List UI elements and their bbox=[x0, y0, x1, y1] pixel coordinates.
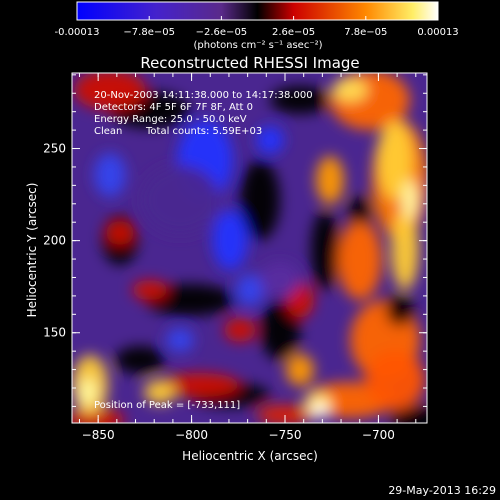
x-tick-label: −750 bbox=[269, 428, 302, 442]
annotation-block: 20-Nov-2003 14:11:38.000 to 14:17:38.000… bbox=[94, 90, 313, 411]
y-tick-label: 150 bbox=[43, 326, 66, 340]
chart-title: Reconstructed RHESSI Image bbox=[140, 54, 359, 72]
annotation-time: 20-Nov-2003 14:11:38.000 to 14:17:38.000 bbox=[94, 90, 313, 101]
heatmap-blob bbox=[391, 210, 419, 290]
heatmap-blob bbox=[140, 165, 220, 235]
heatmap-blob bbox=[257, 405, 313, 423]
annotation-peak: Position of Peak = [-733,111] bbox=[94, 400, 240, 411]
colorbar-ticks: -0.00013 −7.8e−05 −2.6e−05 2.6e−05 7.8e−05 0.… bbox=[55, 16, 459, 38]
heatmap-blob bbox=[386, 294, 414, 326]
heatmap-blob bbox=[286, 354, 314, 386]
annotation-detectors: Detectors: 4F 5F 6F 7F 8F, Att 0 bbox=[94, 102, 253, 113]
heatmap-blob bbox=[115, 346, 165, 374]
colorbar-tick-label: −7.8e−05 bbox=[123, 27, 175, 38]
y-axis: 150 200 250 bbox=[43, 74, 427, 407]
heatmap-blob bbox=[160, 373, 240, 397]
heatmap-blob bbox=[390, 406, 427, 423]
plot-frame bbox=[71, 72, 428, 424]
colorbar-units: (photons cm⁻² s⁻¹ asec⁻²) bbox=[193, 40, 322, 51]
heatmap-blob bbox=[348, 196, 372, 224]
heatmap-blob bbox=[338, 220, 382, 300]
heatmap-blob bbox=[316, 156, 344, 204]
colorbar-strip bbox=[76, 1, 439, 21]
heatmap-blob bbox=[144, 380, 176, 404]
heatmap-blob bbox=[256, 126, 284, 154]
x-axis-label: Heliocentric X (arcsec) bbox=[182, 449, 318, 463]
heatmap-blob bbox=[332, 78, 368, 102]
heatmap-blob bbox=[212, 210, 248, 270]
colorbar-tick-label: −2.6e−05 bbox=[196, 27, 248, 38]
heatmap-blob bbox=[312, 402, 328, 418]
x-tick-label: −800 bbox=[175, 428, 208, 442]
heatmap-blob bbox=[132, 280, 168, 300]
colorbar-tick-label: 2.6e−05 bbox=[272, 27, 315, 38]
footer-date: 29-May-2013 16:29 bbox=[388, 484, 496, 497]
y-tick-label: 250 bbox=[43, 142, 66, 156]
colorbar-tick-label: -0.00013 bbox=[55, 27, 100, 38]
y-tick-label: 200 bbox=[43, 234, 66, 248]
heatmap-blob bbox=[94, 153, 126, 197]
heatmap-blob bbox=[80, 378, 96, 406]
colorbar: -0.00013 −7.8e−05 −2.6e−05 2.6e−05 7.8e−05 0.… bbox=[55, 1, 459, 51]
colorbar-tick-label: 7.8e−05 bbox=[344, 27, 387, 38]
heatmap-blob bbox=[106, 221, 134, 245]
annotation-counts: Total counts: 5.59E+03 bbox=[145, 126, 262, 137]
heatmap-image bbox=[72, 73, 427, 423]
x-axis: −850 −800 −750 −700 bbox=[78, 73, 417, 442]
heatmap-blob bbox=[236, 274, 264, 306]
colorbar-tick-label: 0.00013 bbox=[417, 27, 458, 38]
heatmap-blob bbox=[260, 300, 300, 360]
heatmap-blob bbox=[377, 120, 413, 200]
heatmap-blob bbox=[224, 318, 256, 342]
heatmap-blob bbox=[74, 73, 146, 110]
heatmap-blob bbox=[270, 86, 330, 114]
heatmap-blob bbox=[240, 160, 280, 240]
x-tick-label: −850 bbox=[82, 428, 115, 442]
annotation-energy: Energy Range: 25.0 - 50.0 keV bbox=[94, 114, 247, 125]
heatmap-blob bbox=[166, 328, 194, 352]
annotation-method: Clean bbox=[94, 126, 122, 137]
heatmap-blob bbox=[402, 180, 418, 220]
x-tick-label: −700 bbox=[362, 428, 395, 442]
y-axis-label: Heliocentric Y (arcsec) bbox=[25, 183, 39, 318]
heatmap-blob bbox=[260, 262, 300, 298]
heatmap-blob bbox=[365, 350, 425, 410]
heatmap-blob bbox=[311, 210, 339, 290]
